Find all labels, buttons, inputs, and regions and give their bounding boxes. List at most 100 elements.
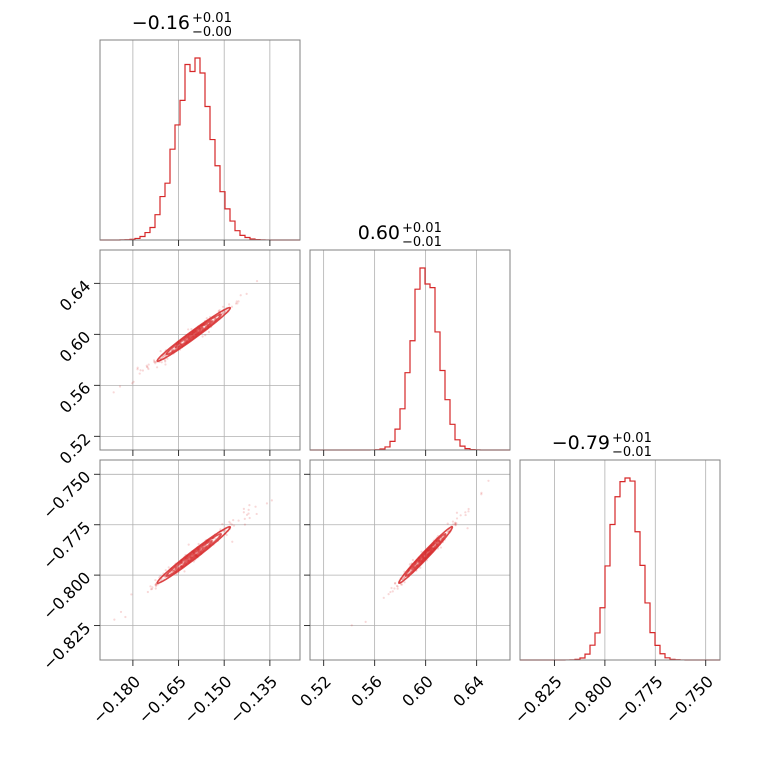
- sample-point: [221, 523, 224, 526]
- sample-point: [466, 527, 469, 530]
- sample-point: [155, 583, 158, 586]
- sample-point: [243, 517, 246, 520]
- sample-point: [248, 504, 251, 507]
- contour-level-1: [418, 547, 434, 563]
- sample-point: [154, 583, 157, 586]
- y-tick-label: −0.825: [39, 618, 94, 673]
- title-minus-error: −0.01: [612, 445, 652, 460]
- sample-point: [190, 327, 193, 331]
- sample-point: [154, 583, 157, 587]
- title-value: 0.60: [358, 222, 400, 244]
- sample-point: [390, 586, 393, 590]
- y-tick-label: 0.56: [56, 378, 95, 417]
- sample-point: [255, 279, 259, 283]
- hist-frame-1: [99, 39, 301, 241]
- x-tick-label: −0.800: [561, 672, 616, 727]
- title-plus-error: +0.01: [612, 431, 652, 446]
- sample-point: [439, 546, 443, 549]
- title-minus-error: −0.00: [192, 25, 232, 40]
- sample-point: [207, 330, 211, 334]
- sample-point: [387, 592, 390, 596]
- sample-point: [146, 366, 149, 369]
- sample-point: [391, 590, 394, 593]
- sample-point: [225, 533, 228, 537]
- histogram-panel-3: −0.79 +0.01−0.01: [519, 431, 721, 661]
- contour-level-4: [156, 525, 232, 584]
- sample-point: [161, 355, 165, 358]
- sample-point: [245, 292, 248, 295]
- sample-point: [459, 514, 462, 517]
- sample-point: [411, 558, 415, 562]
- sample-point: [228, 303, 231, 306]
- sample-point: [364, 620, 367, 624]
- sample-point: [124, 615, 127, 619]
- sample-point: [136, 366, 139, 369]
- sample-point: [396, 585, 399, 588]
- sample-point: [242, 511, 245, 514]
- y-tick-label: −0.775: [39, 518, 94, 573]
- sample-point: [487, 479, 490, 482]
- contour-level-4: [398, 525, 454, 585]
- sample-point: [454, 522, 457, 525]
- sample-point: [112, 391, 115, 394]
- sample-point: [218, 309, 221, 312]
- contour-level-2: [174, 540, 213, 570]
- scatter-panel-3-1: [99, 459, 301, 661]
- x-tick-label: −0.165: [135, 672, 190, 727]
- sample-point: [464, 513, 467, 517]
- hist-title-2: 0.60 +0.01−0.01: [358, 221, 442, 250]
- sample-point: [230, 523, 234, 526]
- sample-point: [145, 365, 149, 368]
- sample-point: [230, 305, 234, 308]
- sample-point: [217, 309, 220, 313]
- sample-point: [270, 499, 273, 502]
- density-contours: [156, 306, 232, 362]
- hist-title-3: −0.79 +0.01−0.01: [552, 431, 652, 460]
- x-tick-label: −0.750: [662, 672, 717, 727]
- sample-point: [454, 521, 457, 524]
- density-contours: [398, 525, 454, 585]
- sample-point: [113, 618, 116, 621]
- scatter-frame: [99, 249, 301, 451]
- sample-point: [164, 355, 167, 358]
- sample-point: [154, 587, 157, 590]
- sample-point: [150, 587, 154, 591]
- sample-point: [145, 364, 148, 367]
- y-tick-label: −0.800: [39, 568, 94, 623]
- sample-point: [228, 520, 231, 523]
- sample-point: [467, 510, 470, 513]
- sample-point: [138, 372, 141, 375]
- sample-point: [154, 579, 157, 582]
- sample-point: [455, 517, 459, 520]
- sample-point: [455, 511, 459, 514]
- sample-point: [255, 512, 258, 516]
- sample-point: [187, 328, 190, 331]
- sample-point: [219, 528, 222, 531]
- sample-point: [254, 505, 257, 508]
- sample-point: [229, 522, 232, 525]
- contour-level-3: [165, 313, 223, 356]
- hist-frame-2: [309, 249, 511, 451]
- scatter-frame: [99, 459, 301, 661]
- histogram-panel-2: 0.60 +0.01−0.01: [309, 221, 511, 451]
- sample-point: [393, 587, 396, 590]
- sample-point: [160, 361, 163, 364]
- sample-point: [403, 576, 406, 579]
- y-tick-label: 0.60: [56, 327, 95, 366]
- scatter-panel-3-2: [309, 459, 511, 661]
- sample-point: [235, 300, 238, 303]
- sample-point: [154, 583, 158, 586]
- title-minus-error: −0.01: [402, 235, 442, 250]
- sample-point: [152, 359, 156, 362]
- sample-point: [237, 300, 240, 303]
- title-plus-error: +0.01: [192, 11, 232, 26]
- hist-frame-3: [519, 459, 721, 661]
- sample-point: [389, 590, 392, 594]
- histogram-step-3: [520, 477, 720, 661]
- sample-point: [454, 524, 457, 527]
- sample-point: [446, 522, 449, 525]
- sample-point: [232, 524, 236, 527]
- sample-point: [243, 523, 247, 526]
- sample-point: [247, 508, 250, 512]
- density-contours: [156, 525, 232, 584]
